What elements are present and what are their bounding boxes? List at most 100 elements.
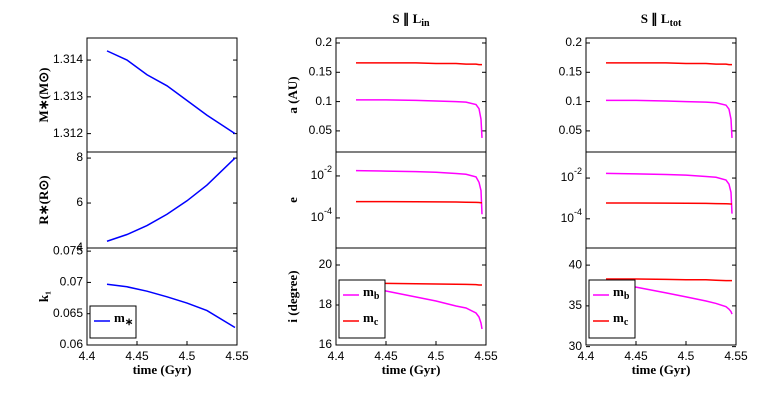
axes-frame (585, 247, 737, 346)
y-tick-base: 10 (561, 170, 575, 184)
x-axis-label: time (Gyr) (382, 362, 441, 377)
y-tick-base: 10 (561, 211, 575, 225)
column-title: S ∥ Lin (392, 11, 430, 29)
y-tick-label: 0.065 (53, 306, 83, 320)
series-line (106, 283, 236, 329)
y-axis-label: R∗(R⊙) (36, 175, 51, 224)
legend-name: m (613, 310, 624, 325)
y-tick-label: 0.1 (315, 94, 332, 108)
y-tick-label: 6 (76, 195, 83, 209)
x-tick-label: 4.55 (724, 349, 748, 363)
y-tick-label: 0.05 (309, 123, 333, 137)
y-tick-label: 20 (319, 257, 333, 271)
x-tick-label: 4.45 (624, 349, 648, 363)
legend-box (588, 279, 636, 339)
title-sub: in (421, 18, 430, 29)
title-main: S ∥ L (641, 11, 670, 27)
axes-frame (585, 151, 737, 249)
legend-sub: c (374, 317, 379, 328)
y-tick-label: 16 (319, 337, 333, 351)
x-axis-label: time (Gyr) (133, 362, 192, 377)
title-main: S ∥ L (392, 11, 421, 27)
series-line (356, 99, 483, 138)
series-line (606, 202, 732, 205)
legend-sub: b (374, 291, 380, 302)
legend-sub: c (624, 317, 629, 328)
x-tick-label: 4.4 (328, 349, 345, 363)
x-tick-label: 4.45 (374, 349, 398, 363)
y-tick-label: 10-4 (561, 207, 582, 225)
legend-label: mb (613, 284, 630, 302)
y-tick-label: 0.05 (559, 123, 583, 137)
x-tick-label: 4.55 (225, 349, 249, 363)
y-tick-label: 0.2 (565, 35, 582, 49)
series-line (106, 157, 236, 242)
x-axis-label: time (Gyr) (632, 362, 691, 377)
x-tick-label: 4.45 (125, 349, 149, 363)
y-tick-base: 10 (311, 168, 325, 182)
series-line (356, 200, 482, 204)
column-title: S ∥ Ltot (641, 11, 682, 29)
series-line (605, 172, 733, 214)
y-tick-exp: -4 (574, 207, 582, 217)
series-line (106, 50, 236, 135)
axes-frame (86, 37, 238, 153)
y-tick-label: 0.075 (53, 243, 83, 257)
legend-name: m (363, 310, 374, 325)
series-line (606, 99, 733, 138)
y-tick-label: 0.15 (309, 64, 333, 78)
axes-frame (335, 37, 487, 153)
series-line (355, 285, 483, 330)
y-tick-label: 1.313 (53, 89, 83, 103)
axes-frame (335, 151, 487, 249)
x-tick-label: 4.4 (79, 349, 96, 363)
axes-frame (585, 37, 737, 153)
axes-frame (335, 247, 487, 346)
y-tick-label: 8 (76, 150, 83, 164)
y-tick-exp: -2 (324, 164, 332, 174)
y-axis-label: a (AU) (285, 76, 300, 113)
y-tick-label: 0.1 (565, 94, 582, 108)
x-tick-label: 4.4 (578, 349, 595, 363)
x-tick-label: 4.5 (678, 349, 695, 363)
x-tick-label: 4.5 (179, 349, 196, 363)
x-tick-label: 4.55 (474, 349, 498, 363)
y-tick-label: 10-2 (561, 166, 582, 184)
legend-label: mc (363, 310, 379, 328)
y-tick-label: 0.2 (315, 35, 332, 49)
legend-name: m (114, 310, 125, 325)
legend-label: m∗ (114, 310, 133, 328)
axes-frame (86, 151, 238, 249)
legend-name: m (613, 284, 624, 299)
series-line (606, 278, 732, 282)
series-line (355, 282, 482, 286)
y-tick-label: 1.314 (53, 52, 83, 66)
y-axis-label: k₁ (36, 291, 51, 302)
axes-frame (86, 247, 238, 346)
legend-box (89, 305, 137, 339)
y-tick-label: 0.15 (559, 64, 583, 78)
y-tick-label: 10-2 (311, 164, 332, 182)
title-sub: tot (670, 18, 682, 29)
legend-box (338, 279, 386, 339)
y-tick-label: 35 (569, 298, 583, 312)
y-tick-label: 0.06 (60, 337, 84, 351)
series-line (355, 169, 483, 215)
y-axis-label: e (285, 197, 300, 203)
y-tick-label: 30 (569, 339, 583, 353)
y-tick-base: 10 (311, 210, 325, 224)
y-tick-label: 18 (319, 297, 333, 311)
series-line (356, 62, 482, 66)
y-axis-label: M∗(M⊙) (36, 68, 51, 123)
y-tick-exp: -4 (324, 206, 332, 216)
y-tick-label: 1.312 (53, 126, 83, 140)
y-tick-exp: -2 (574, 166, 582, 176)
legend-name: m (363, 284, 374, 299)
y-tick-label: 10-4 (311, 206, 332, 224)
legend-sub: ∗ (125, 317, 133, 328)
y-tick-label: 40 (569, 257, 583, 271)
x-tick-label: 4.5 (428, 349, 445, 363)
y-tick-label: 4 (76, 240, 83, 254)
y-tick-label: 0.07 (60, 275, 84, 289)
